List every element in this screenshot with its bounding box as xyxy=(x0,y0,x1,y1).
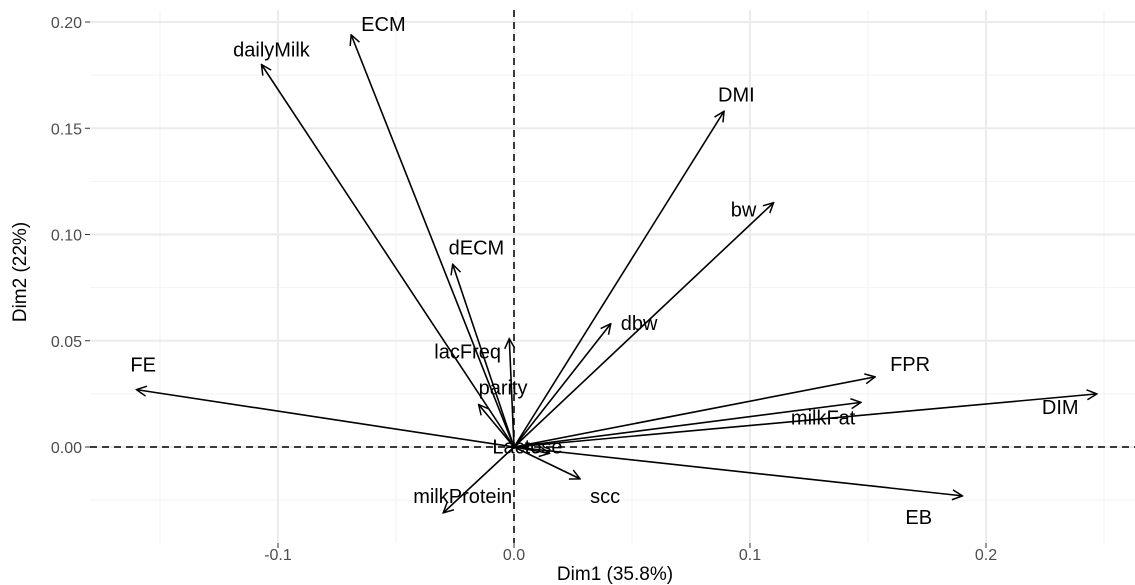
variable-vectors xyxy=(136,35,1097,513)
x-axis-ticks: -0.1 0.0 0.1 0.2 xyxy=(264,543,997,564)
milkprotein-label: milkProtein xyxy=(413,486,512,508)
fe-vector xyxy=(136,390,515,448)
dbw-label: dbw xyxy=(621,313,658,335)
y-tick-label: 0.20 xyxy=(51,15,82,32)
y-tick-label: 0.10 xyxy=(51,228,82,245)
bw-vector xyxy=(513,203,774,448)
dim-label: DIM xyxy=(1042,397,1079,419)
x-tick-label: -0.1 xyxy=(264,547,292,564)
milkfat-label: milkFat xyxy=(791,407,856,429)
y-tick-label: 0.15 xyxy=(51,121,82,138)
eb-vector xyxy=(513,446,962,496)
decm-label: dECM xyxy=(449,237,505,259)
y-tick-label: 0.00 xyxy=(51,440,82,457)
x-tick-label: 0.1 xyxy=(739,547,761,564)
dbw-vector xyxy=(513,324,611,448)
lacfreq-vector xyxy=(509,339,514,448)
decm-vector xyxy=(453,264,515,448)
y-tick-label: 0.05 xyxy=(51,334,82,351)
parity-label: parity xyxy=(479,378,528,400)
reference-lines xyxy=(90,10,1135,543)
bw-label: bw xyxy=(731,200,757,222)
variable-labels: ECM dailyMilk DMI bw dECM dbw lacFreq parity FE F… xyxy=(130,14,1078,529)
dailymilk-label: dailyMilk xyxy=(233,40,311,62)
parity-vector xyxy=(479,405,515,448)
eb-label: EB xyxy=(905,507,932,529)
ecm-vector xyxy=(351,35,515,448)
scc-vector xyxy=(513,446,580,479)
milkprotein-vector xyxy=(443,446,515,513)
milkfat-vector xyxy=(513,402,861,448)
ecm-label: ECM xyxy=(361,14,405,36)
x-tick-label: 0.0 xyxy=(503,547,525,564)
lacfreq-label: lacFreq xyxy=(434,342,501,364)
fpr-vector xyxy=(513,377,875,448)
x-tick-label: 0.2 xyxy=(975,547,997,564)
fpr-label: FPR xyxy=(890,354,930,376)
x-axis-title: Dim1 (35.8%) xyxy=(557,564,673,585)
dailymilk-vector xyxy=(261,65,515,448)
scc-label: scc xyxy=(590,486,620,508)
dmi-vector xyxy=(513,111,724,448)
dmi-label: DMI xyxy=(718,84,755,106)
y-axis-ticks: 0.00 0.05 0.10 0.15 0.20 xyxy=(51,15,90,457)
plot-panel xyxy=(90,10,1135,543)
minor-gridlines xyxy=(90,10,1135,543)
fe-label: FE xyxy=(130,355,156,377)
y-axis-title: Dim2 (22%) xyxy=(10,222,31,322)
lactose-label: Lactose xyxy=(492,436,562,458)
dim-vector xyxy=(513,394,1097,448)
